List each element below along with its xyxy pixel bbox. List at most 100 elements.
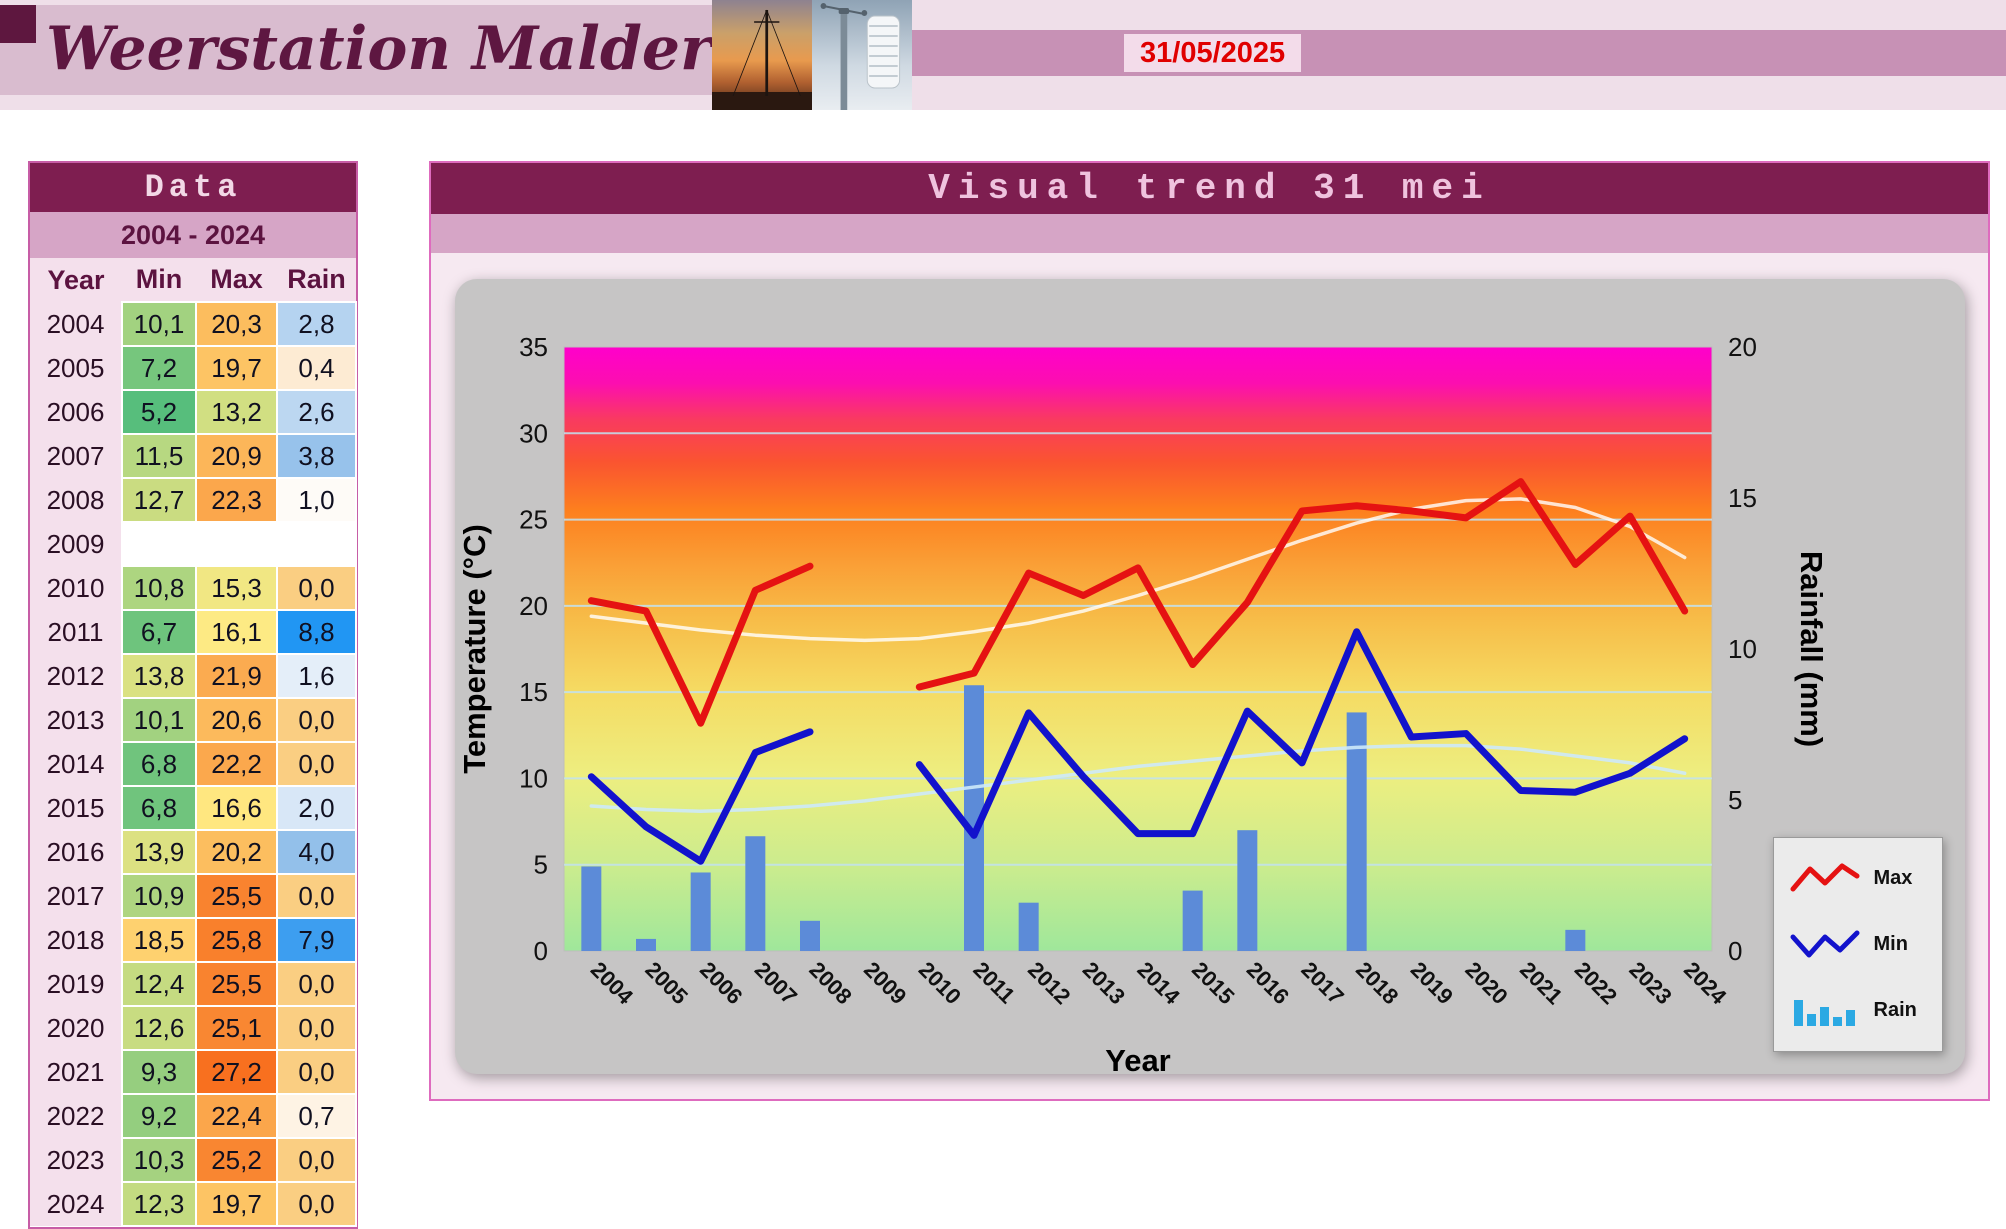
year-cell: 2006	[30, 390, 122, 434]
banner-corner-decoration	[0, 5, 36, 43]
svg-text:5: 5	[1728, 785, 1742, 815]
year-cell: 2005	[30, 346, 122, 390]
value-cell: 6,8	[121, 741, 197, 787]
svg-text:2014: 2014	[1132, 957, 1185, 1010]
svg-text:2023: 2023	[1624, 957, 1676, 1009]
col-header-max: Max	[196, 258, 277, 302]
col-header-rain: Rain	[277, 258, 356, 302]
value-cell: 25,5	[195, 961, 278, 1007]
table-row: 2014 6,8 22,2 0,0	[30, 741, 357, 787]
legend-label: Rain	[1873, 998, 1917, 1021]
chart-box: 0 5 10 15 20 25 30 35 0 5 10 15 20 2004 2005 2006 2007 20…	[454, 279, 1965, 1074]
value-cell: 10,8	[121, 565, 197, 611]
svg-text:0: 0	[533, 936, 547, 966]
data-panel-title: Data	[30, 163, 356, 212]
value-cell: 5,2	[121, 389, 197, 435]
value-cell: 19,7	[195, 1181, 278, 1227]
svg-text:2012: 2012	[1023, 957, 1075, 1009]
year-cell: 2014	[30, 742, 122, 786]
value-cell: 9,2	[121, 1093, 197, 1139]
value-cell: 1,0	[276, 477, 357, 523]
year-cell: 2018	[30, 918, 122, 962]
value-cell: 13,2	[195, 389, 278, 435]
svg-text:2022: 2022	[1569, 957, 1621, 1009]
table-row: 2011 6,7 16,1 8,8	[30, 609, 357, 655]
date-stripe: 31/05/2025	[912, 30, 2006, 76]
svg-text:20: 20	[519, 591, 548, 621]
value-cell: 22,3	[195, 477, 278, 523]
table-row: 2008 12,7 22,3 1,0	[30, 477, 357, 523]
value-cell: 6,8	[121, 785, 197, 831]
value-cell: 7,2	[121, 345, 197, 391]
page-header: Weerstation Malderen	[0, 0, 2006, 110]
value-cell	[276, 521, 357, 567]
value-cell: 20,2	[195, 829, 278, 875]
value-cell: 10,9	[121, 873, 197, 919]
right-axis-title: Rainfall (mm)	[1794, 551, 1829, 747]
min-trend-line	[589, 743, 1686, 813]
value-cell: 13,9	[121, 829, 197, 875]
value-cell: 27,2	[195, 1049, 278, 1095]
value-cell: 0,7	[276, 1093, 357, 1139]
svg-text:2009: 2009	[859, 957, 911, 1009]
table-row: 2022 9,2 22,4 0,7	[30, 1093, 357, 1139]
min-line	[587, 628, 1688, 865]
current-date: 31/05/2025	[1124, 34, 1302, 72]
data-range-label: 2004 - 2024	[30, 212, 356, 258]
svg-text:5: 5	[533, 850, 547, 880]
svg-text:0: 0	[1728, 936, 1742, 966]
data-panel: Data 2004 - 2024 Year Min Max Rain 2004 10,1…	[28, 161, 358, 1229]
svg-text:2017: 2017	[1296, 957, 1348, 1009]
value-cell: 0,0	[276, 741, 357, 787]
value-cell: 0,0	[276, 565, 357, 611]
legend-item-max: Max	[1786, 859, 1930, 899]
plot-background	[563, 346, 1712, 952]
value-cell: 0,0	[276, 1137, 357, 1183]
rain-bars	[580, 685, 1585, 951]
svg-text:2007: 2007	[749, 957, 801, 1009]
value-cell: 4,0	[276, 829, 357, 875]
value-cell: 18,5	[121, 917, 197, 963]
legend-label: Min	[1873, 932, 1908, 955]
weather-station-photo	[812, 0, 912, 110]
value-cell: 12,3	[121, 1181, 197, 1227]
table-row: 2007 11,5 20,9 3,8	[30, 433, 357, 479]
table-row: 2006 5,2 13,2 2,6	[30, 389, 357, 435]
value-cell: 16,1	[195, 609, 278, 655]
svg-text:2006: 2006	[695, 957, 747, 1009]
year-cell: 2016	[30, 830, 122, 874]
year-cell: 2020	[30, 1006, 122, 1050]
svg-text:2004: 2004	[585, 957, 638, 1010]
value-cell: 2,6	[276, 389, 357, 435]
table-row: 2024 12,3 19,7 0,0	[30, 1181, 357, 1227]
svg-text:2008: 2008	[804, 957, 856, 1009]
year-cell: 2004	[30, 302, 122, 346]
table-row: 2019 12,4 25,5 0,0	[30, 961, 357, 1007]
value-cell: 0,4	[276, 345, 357, 391]
svg-text:2015: 2015	[1187, 957, 1239, 1009]
min-line-icon	[1790, 930, 1859, 958]
max-line-icon	[1790, 863, 1859, 892]
svg-text:2019: 2019	[1405, 957, 1457, 1009]
max-line	[587, 478, 1688, 727]
header-photos	[712, 0, 912, 110]
table-row: 2015 6,8 16,6 2,0	[30, 785, 357, 831]
col-header-year: Year	[30, 258, 122, 302]
value-cell: 0,0	[276, 1181, 357, 1227]
col-header-min: Min	[122, 258, 196, 302]
table-row: 2010 10,8 15,3 0,0	[30, 565, 357, 611]
value-cell: 8,8	[276, 609, 357, 655]
left-axis-title: Temperature (°C)	[457, 524, 492, 774]
value-cell: 19,7	[195, 345, 278, 391]
svg-text:2010: 2010	[913, 957, 965, 1009]
value-cell: 20,3	[195, 301, 278, 347]
value-cell: 22,4	[195, 1093, 278, 1139]
year-cell: 2009	[30, 522, 122, 566]
value-cell: 12,7	[121, 477, 197, 523]
year-cell: 2021	[30, 1050, 122, 1094]
value-cell: 10,3	[121, 1137, 197, 1183]
table-row: 2004 10,1 20,3 2,8	[30, 301, 357, 347]
legend-item-rain: Rain	[1786, 990, 1930, 1030]
value-cell: 0,0	[276, 697, 357, 743]
